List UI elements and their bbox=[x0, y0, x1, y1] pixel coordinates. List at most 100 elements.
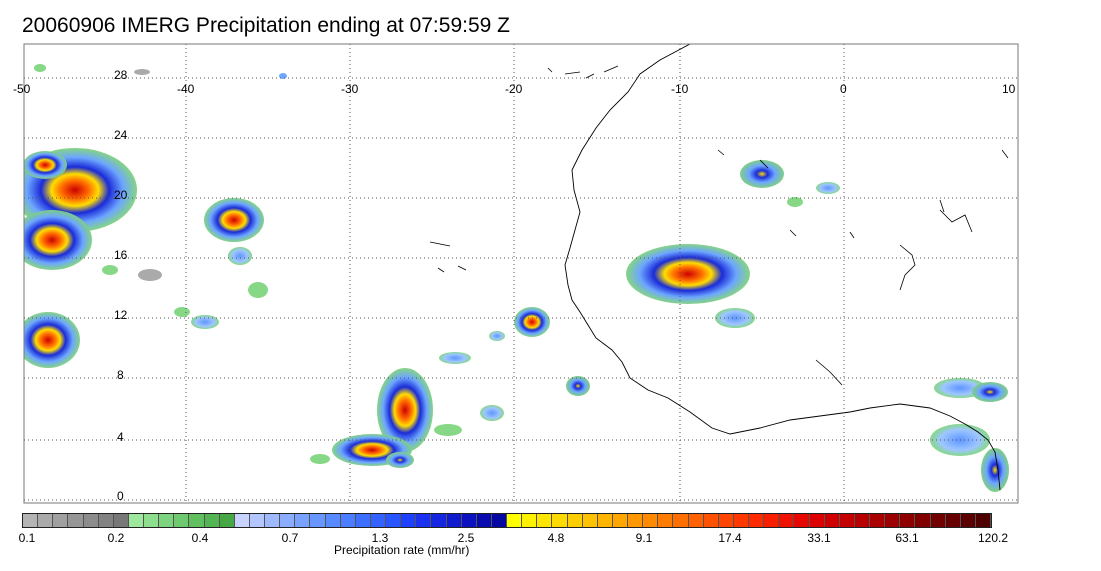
colorbar-swatch bbox=[386, 514, 402, 527]
colorbar-swatch bbox=[234, 514, 250, 527]
colorbar-swatch bbox=[945, 514, 961, 527]
colorbar-swatch bbox=[930, 514, 946, 527]
colorbar-swatch bbox=[265, 514, 281, 527]
lat-label: 12 bbox=[114, 308, 128, 322]
colorbar-swatch bbox=[870, 514, 886, 527]
lon-label: 10 bbox=[1002, 82, 1016, 96]
map-border bbox=[23, 43, 1019, 504]
colorbar-swatch bbox=[809, 514, 825, 527]
colorbar-swatch bbox=[975, 514, 991, 527]
colorbar-swatch bbox=[885, 514, 901, 527]
lat-label: 16 bbox=[114, 248, 128, 262]
colorbar-swatch bbox=[612, 514, 628, 527]
colorbar-swatch bbox=[960, 514, 976, 527]
canary-islands bbox=[547, 65, 619, 79]
colorbar-swatch bbox=[749, 514, 765, 527]
colorbar-swatch bbox=[68, 514, 84, 527]
colorbar-swatch bbox=[839, 514, 855, 527]
colorbar-swatch bbox=[537, 514, 553, 527]
colorbar-swatch bbox=[310, 514, 326, 527]
colorbar-swatch bbox=[733, 514, 749, 527]
colorbar-swatch bbox=[219, 514, 235, 527]
lat-label: 4 bbox=[117, 430, 124, 444]
precipitation-map: -50 -40 -30 -20 -10 0 10 28 24 20 16 12 … bbox=[13, 43, 1019, 504]
colorbar-swatch bbox=[325, 514, 341, 527]
colorbar-tick-label: 4.8 bbox=[547, 531, 565, 545]
colorbar-swatch bbox=[703, 514, 719, 527]
colorbar-swatch bbox=[507, 514, 523, 527]
lon-label: -40 bbox=[177, 82, 195, 96]
colorbar-swatch bbox=[597, 514, 613, 527]
colorbar-swatch bbox=[128, 514, 144, 527]
colorbar-swatch bbox=[718, 514, 734, 527]
colorbar-tick-label: 1.3 bbox=[371, 531, 389, 545]
colorbar-swatch bbox=[204, 514, 220, 527]
longitude-labels: -50 -40 -30 -20 -10 0 10 bbox=[13, 82, 1016, 96]
lat-label: 28 bbox=[114, 68, 128, 82]
colorbar-swatch bbox=[83, 514, 99, 527]
colorbar-tick-label: 0.7 bbox=[281, 531, 299, 545]
lon-label: -50 bbox=[13, 82, 31, 96]
colorbar-swatch bbox=[476, 514, 492, 527]
colorbar-swatch bbox=[567, 514, 583, 527]
lon-label: -10 bbox=[671, 82, 689, 96]
colorbar-tick-label: 2.5 bbox=[457, 531, 475, 545]
colorbar-swatch bbox=[658, 514, 674, 527]
colorbar-swatch bbox=[446, 514, 462, 527]
colorbar-swatch bbox=[764, 514, 780, 527]
colorbar-swatch bbox=[295, 514, 311, 527]
colorbar-swatch bbox=[582, 514, 598, 527]
colorbar-swatch bbox=[854, 514, 870, 527]
colorbar-swatch bbox=[431, 514, 447, 527]
colorbar-swatch bbox=[900, 514, 916, 527]
lon-label: -30 bbox=[341, 82, 359, 96]
colorbar-tick-label: 0.1 bbox=[18, 531, 36, 545]
colorbar-swatch bbox=[915, 514, 931, 527]
colorbar-tick-label: 17.4 bbox=[718, 531, 742, 545]
colorbar-swatch bbox=[491, 514, 507, 527]
lon-label: -20 bbox=[505, 82, 523, 96]
colorbar-swatch bbox=[280, 514, 296, 527]
colorbar-swatch bbox=[643, 514, 659, 527]
lat-label: 20 bbox=[114, 188, 128, 202]
colorbar-swatch bbox=[673, 514, 689, 527]
colorbar-swatch bbox=[53, 514, 69, 527]
colorbar-tick-label: 9.1 bbox=[635, 531, 653, 545]
colorbar-swatch bbox=[249, 514, 265, 527]
lakes-and-rivers bbox=[429, 149, 1009, 386]
colorbar-swatch bbox=[159, 514, 175, 527]
map-title: 20060906 IMERG Precipitation ending at 0… bbox=[22, 14, 510, 37]
colorbar bbox=[22, 513, 992, 528]
colorbar-swatch bbox=[38, 514, 54, 527]
colorbar-swatch bbox=[688, 514, 704, 527]
colorbar-swatch bbox=[98, 514, 114, 527]
colorbar-swatch bbox=[340, 514, 356, 527]
lon-label: 0 bbox=[840, 82, 847, 96]
lat-label: 8 bbox=[117, 368, 124, 382]
colorbar-swatch bbox=[779, 514, 795, 527]
colorbar-swatch bbox=[355, 514, 371, 527]
colorbar-tick-label: 33.1 bbox=[807, 531, 831, 545]
colorbar-swatch bbox=[174, 514, 190, 527]
africa-coastline bbox=[564, 44, 1001, 491]
latitude-labels: 28 24 20 16 12 8 4 0 bbox=[114, 68, 128, 503]
colorbar-swatch bbox=[113, 514, 129, 527]
colorbar-swatch bbox=[401, 514, 417, 527]
colorbar-swatch bbox=[552, 514, 568, 527]
colorbar-title: Precipitation rate (mm/hr) bbox=[334, 543, 470, 557]
colorbar-swatch bbox=[824, 514, 840, 527]
colorbar-tick-label: 0.2 bbox=[107, 531, 125, 545]
colorbar-swatch bbox=[144, 514, 160, 527]
lat-label: 0 bbox=[117, 489, 124, 503]
precipitation-fields bbox=[24, 64, 1009, 492]
colorbar-tick-label: 120.2 bbox=[977, 531, 1009, 545]
colorbar-swatch bbox=[189, 514, 205, 527]
colorbar-swatch bbox=[416, 514, 432, 527]
colorbar-tick-label: 0.4 bbox=[191, 531, 209, 545]
colorbar-swatch bbox=[370, 514, 386, 527]
colorbar-swatch bbox=[522, 514, 538, 527]
colorbar-swatch bbox=[628, 514, 644, 527]
lat-label: 24 bbox=[114, 128, 128, 142]
colorbar-swatch bbox=[23, 514, 39, 527]
colorbar-swatch bbox=[461, 514, 477, 527]
